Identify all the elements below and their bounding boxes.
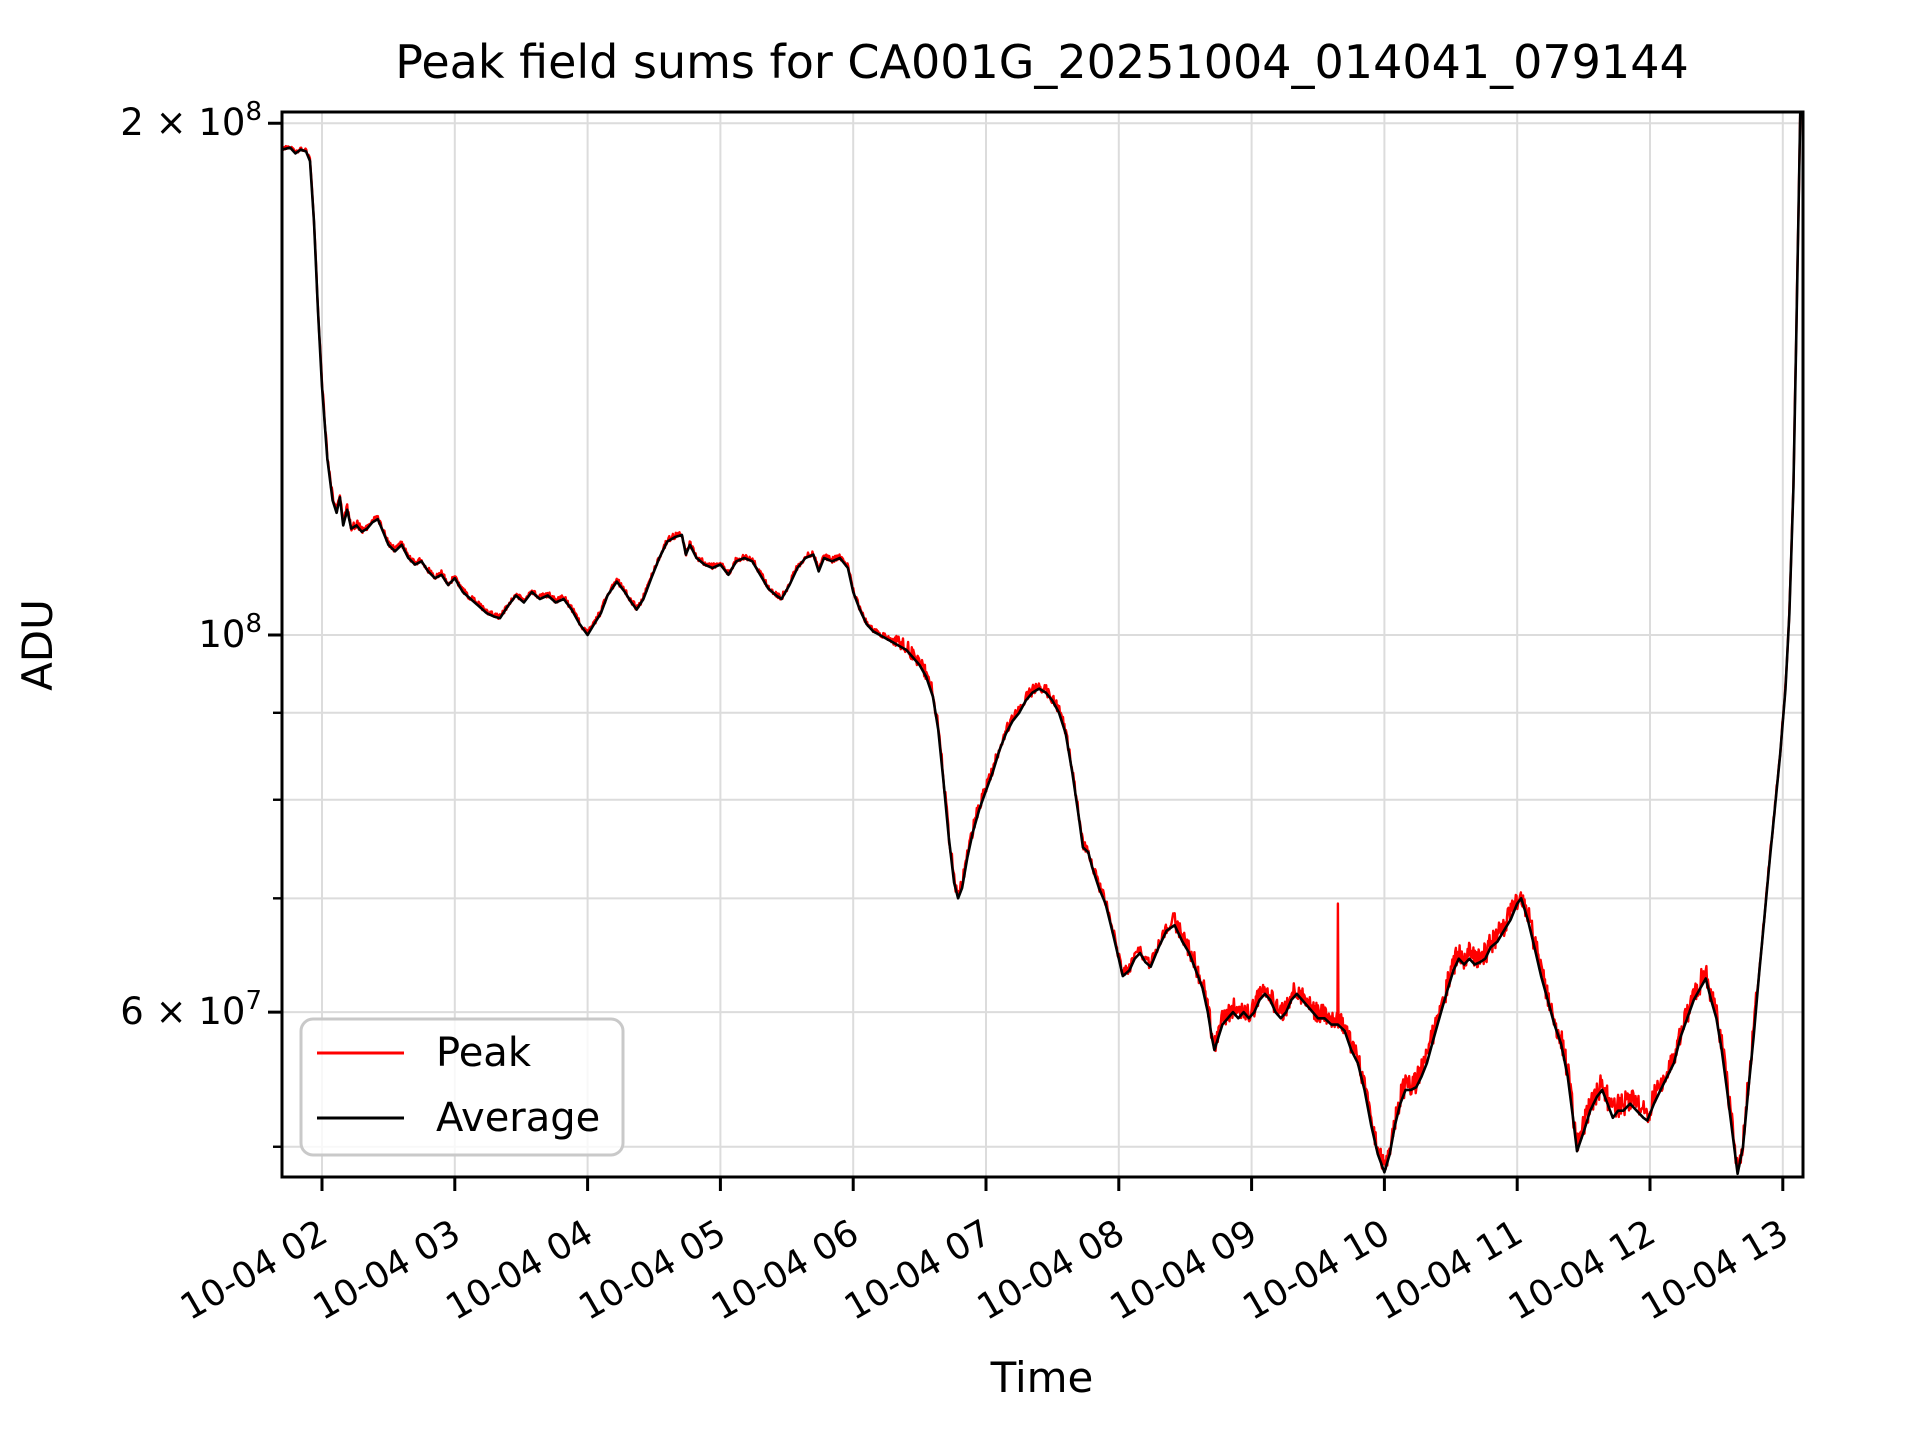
x-tick-label: 10-04 11 xyxy=(1369,1212,1530,1328)
legend: Peak Average xyxy=(299,1017,625,1157)
plot-area xyxy=(282,112,1803,1177)
y-axis-label: ADU xyxy=(13,599,62,691)
x-tick-label: 10-04 07 xyxy=(838,1212,999,1328)
y-tick-label: 108 xyxy=(198,609,262,656)
x-tick-label: 10-04 10 xyxy=(1236,1212,1397,1328)
legend-average-label: Average xyxy=(436,1095,600,1141)
axes-frame xyxy=(280,110,1805,1179)
y-tick-label: 2 × 108 xyxy=(120,97,262,144)
x-tick-label: 10-04 03 xyxy=(307,1212,468,1328)
x-tick-label: 10-04 06 xyxy=(705,1212,866,1328)
legend-peak-label: Peak xyxy=(436,1030,532,1076)
x-tick-label: 10-04 09 xyxy=(1103,1212,1264,1328)
x-axis-label: Time xyxy=(990,1353,1094,1402)
x-tick-label: 10-04 05 xyxy=(572,1212,733,1328)
y-tick-label: 6 × 107 xyxy=(120,986,262,1033)
x-tick-label: 10-04 04 xyxy=(439,1212,600,1328)
average-series-line xyxy=(282,112,1802,1176)
x-tick-label: 10-04 13 xyxy=(1635,1212,1796,1328)
gridlines xyxy=(282,112,1803,1177)
x-tick-label: 10-04 02 xyxy=(174,1212,335,1328)
x-tick-label: 10-04 08 xyxy=(971,1212,1132,1328)
x-tick-label: 10-04 12 xyxy=(1502,1212,1663,1328)
chart-title: Peak field sums for CA001G_20251004_0140… xyxy=(395,35,1688,89)
